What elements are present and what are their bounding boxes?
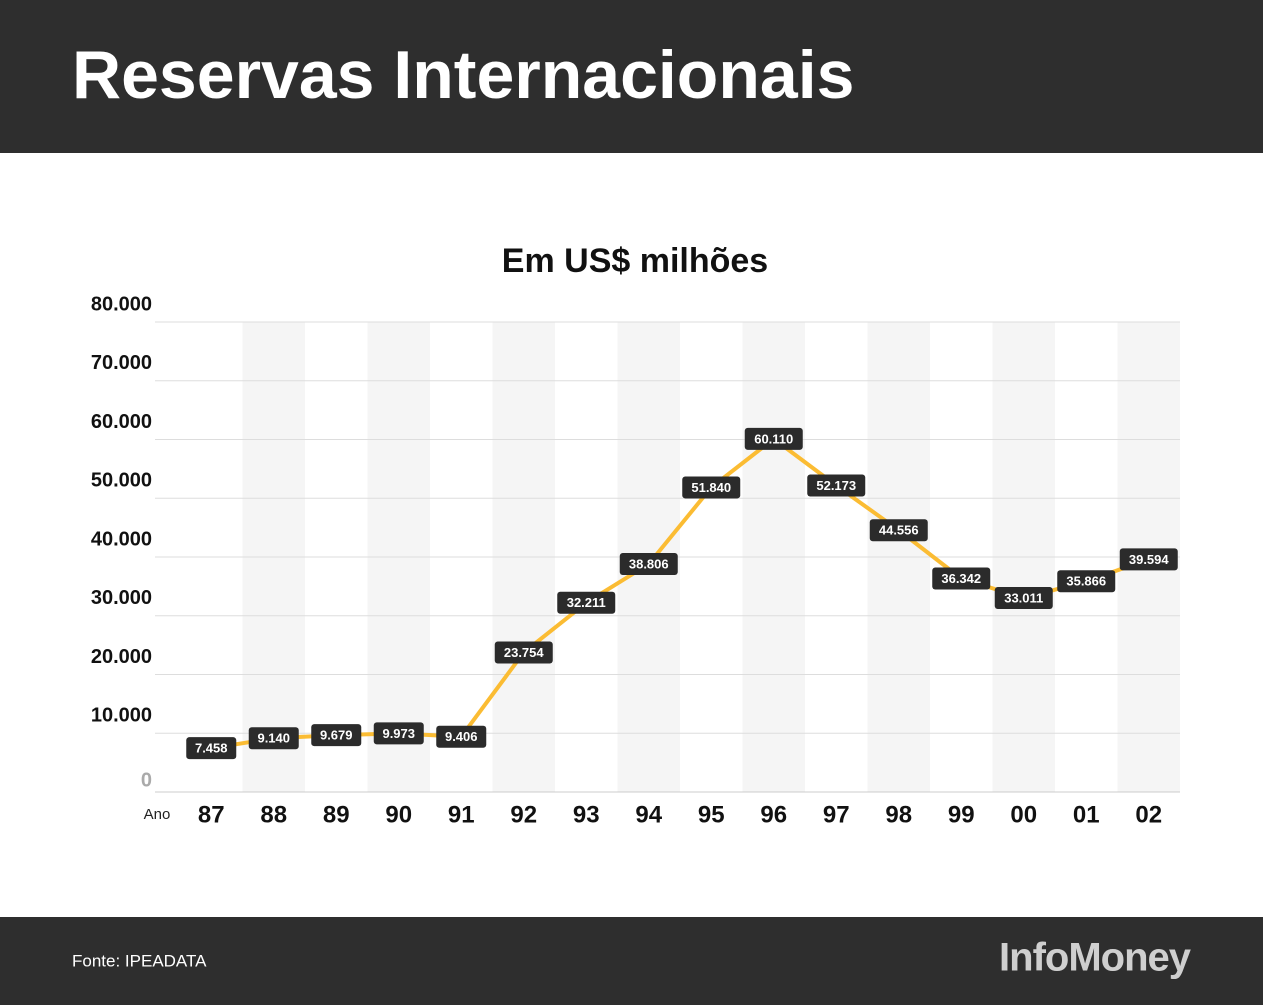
value-label-bg — [932, 567, 991, 590]
chart-subtitle: Em US$ milhões — [502, 242, 768, 280]
value-label: 38.806 — [629, 556, 669, 571]
value-label-bg — [373, 722, 424, 745]
header — [0, 0, 1263, 153]
value-label: 36.342 — [941, 571, 981, 586]
source: Fonte: IPEADATA — [72, 951, 207, 970]
value-label: 7.458 — [195, 741, 228, 756]
value-label: 51.840 — [691, 480, 731, 495]
y-tick-label: 40.000 — [91, 528, 152, 550]
x-tick-label: 90 — [385, 801, 412, 828]
x-tick-label: 91 — [448, 801, 475, 828]
x-tick-label: 01 — [1073, 801, 1100, 828]
x-tick-label: 88 — [260, 801, 287, 828]
value-label: 35.866 — [1066, 574, 1106, 589]
value-label-bg — [869, 519, 928, 542]
brand-logo: InfoMoney — [999, 936, 1192, 980]
value-label: 9.140 — [257, 731, 290, 746]
x-tick-label: 97 — [823, 801, 850, 828]
value-label: 9.973 — [382, 726, 415, 741]
x-tick-label: 02 — [1135, 801, 1162, 828]
footer — [0, 917, 1263, 1005]
value-label-bg — [1119, 548, 1178, 571]
x-tick-label: 96 — [760, 801, 787, 828]
y-tick-label: 20.000 — [91, 646, 152, 668]
y-tick-label: 60.000 — [91, 411, 152, 433]
value-label-bg — [494, 641, 553, 664]
x-tick-label: 87 — [198, 801, 225, 828]
x-tick-label: 92 — [510, 801, 537, 828]
value-label-bg — [744, 427, 803, 450]
y-tick-label: 10.000 — [91, 705, 152, 727]
value-label: 32.211 — [567, 595, 606, 610]
value-label-bg — [557, 591, 616, 614]
x-axis-label: Ano — [144, 806, 171, 823]
value-label: 44.556 — [879, 523, 919, 538]
x-tick-label: 94 — [635, 801, 662, 828]
value-label: 60.110 — [754, 431, 793, 446]
value-label: 23.754 — [504, 645, 545, 660]
x-tick-label: 93 — [573, 801, 600, 828]
x-tick-label: 00 — [1010, 801, 1037, 828]
value-label-bg — [311, 724, 362, 747]
x-tick-label: 98 — [885, 801, 912, 828]
y-tick-label: 70.000 — [91, 352, 152, 374]
value-label: 39.594 — [1129, 552, 1170, 567]
value-label: 52.173 — [816, 478, 856, 493]
value-label-bg — [1057, 570, 1116, 593]
y-tick-label: 80.000 — [91, 293, 152, 315]
value-label-bg — [994, 587, 1053, 610]
value-label-bg — [807, 474, 866, 497]
chart-title: Reservas Internacionais — [72, 37, 854, 113]
x-tick-label: 89 — [323, 801, 350, 828]
value-label-bg — [682, 476, 741, 499]
x-tick-label: 95 — [698, 801, 725, 828]
y-tick-label: 0 — [141, 769, 152, 791]
y-tick-label: 50.000 — [91, 470, 152, 492]
value-label: 33.011 — [1004, 590, 1043, 605]
value-label: 9.406 — [445, 729, 478, 744]
value-label-bg — [436, 725, 487, 748]
value-label-bg — [248, 727, 299, 750]
y-tick-label: 30.000 — [91, 587, 152, 609]
value-label-bg — [186, 737, 237, 760]
value-label: 9.679 — [320, 728, 353, 743]
value-label-bg — [619, 553, 678, 576]
data-line — [210, 436, 1150, 751]
x-tick-label: 99 — [948, 801, 975, 828]
